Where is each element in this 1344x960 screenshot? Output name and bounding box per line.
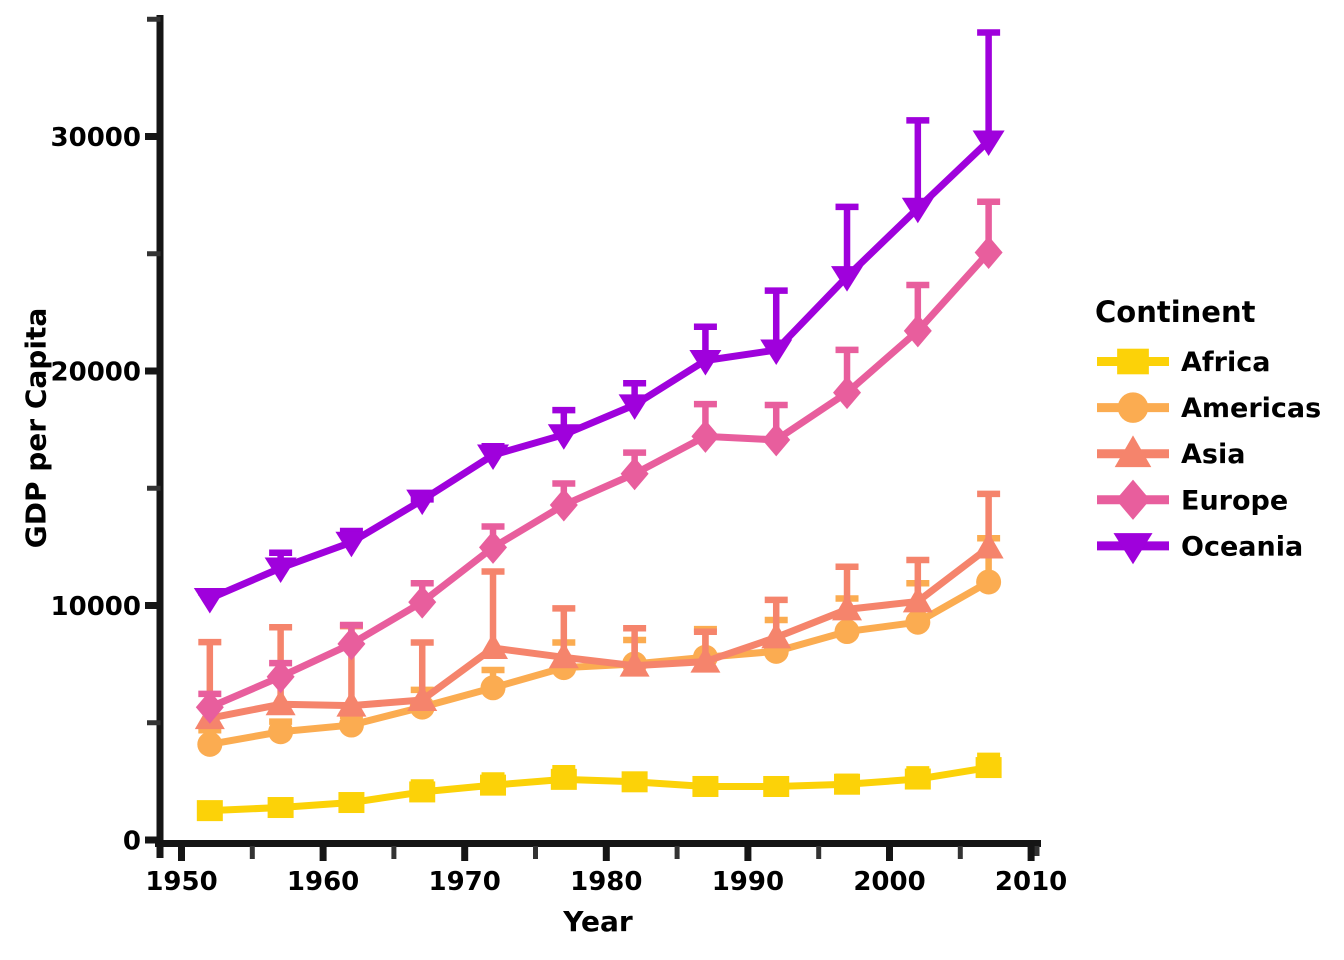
square-marker — [975, 757, 1002, 779]
series-africa — [196, 752, 1002, 822]
x-tick-label: 1950 — [145, 867, 217, 897]
triangle-down-marker — [335, 531, 368, 558]
triangle-up-marker — [407, 684, 438, 711]
circle-marker — [338, 712, 364, 738]
circle-marker — [834, 619, 860, 645]
diamond-marker — [337, 627, 366, 661]
triangle-down-marker — [406, 489, 439, 516]
diamond-marker — [408, 585, 437, 619]
series-oceania — [193, 29, 1005, 614]
square-marker — [267, 797, 294, 819]
series-europe — [195, 198, 1003, 724]
square-marker — [1117, 348, 1149, 375]
diamond-marker — [974, 235, 1003, 269]
legend-entry-americas: Americas — [1097, 392, 1321, 424]
triangle-down-marker — [618, 394, 651, 420]
series-line — [209, 544, 991, 722]
diamond-marker — [691, 419, 720, 453]
series-line — [208, 250, 992, 711]
x-tick-label: 1970 — [429, 867, 501, 897]
square-marker — [763, 775, 790, 797]
x-axis-title: Year — [563, 905, 633, 938]
triangle-down-marker — [193, 588, 226, 614]
square-marker — [904, 768, 931, 790]
x-tick-label: 1990 — [712, 867, 784, 897]
triangle-down-marker — [689, 349, 722, 376]
square-marker — [621, 771, 648, 793]
diamond-marker — [620, 457, 649, 491]
triangle-up-marker — [1114, 435, 1152, 468]
triangle-down-marker — [760, 339, 793, 366]
circle-marker — [976, 569, 1002, 595]
series-americas — [197, 534, 1002, 757]
y-axis-title: GDP per Capita — [19, 307, 53, 549]
x-tick-label: 2000 — [853, 867, 925, 897]
diamond-marker — [833, 376, 862, 410]
y-tick-label: 20000 — [51, 358, 141, 388]
triangle-up-marker — [832, 594, 863, 621]
triangle-down-marker — [264, 557, 297, 584]
legend-title: Continent — [1095, 295, 1256, 329]
legend-label: Oceania — [1181, 531, 1303, 562]
legend-label: Africa — [1181, 347, 1270, 378]
circle-marker — [905, 609, 931, 635]
square-marker — [409, 781, 436, 803]
triangle-up-marker — [478, 633, 509, 660]
triangle-up-marker — [619, 650, 650, 677]
diamond-marker — [762, 423, 791, 457]
triangle-down-marker — [972, 130, 1005, 156]
axes: 0 10000 20000 30000 1950 1960 1970 1980 1990 2000… — [51, 15, 1067, 897]
circle-marker — [197, 731, 223, 757]
square-marker — [338, 792, 365, 814]
circle-marker — [1117, 392, 1149, 423]
x-tick-label: 2010 — [995, 867, 1067, 897]
y-tick-label: 30000 — [51, 123, 141, 153]
legend-entry-europe: Europe — [1097, 479, 1288, 520]
square-marker — [834, 773, 861, 795]
triangle-up-marker — [336, 690, 367, 717]
y-tick-label: 0 — [123, 827, 141, 857]
series-line — [208, 138, 992, 602]
diamond-marker — [549, 488, 578, 522]
triangle-up-marker — [265, 689, 296, 716]
series-asia — [194, 490, 1004, 730]
triangle-up-marker — [761, 622, 792, 649]
circle-marker — [480, 675, 506, 701]
diamond-marker — [479, 530, 508, 564]
triangle-down-marker — [901, 197, 934, 224]
circle-marker — [268, 719, 294, 745]
x-tick-label: 1960 — [287, 867, 359, 897]
legend-entry-oceania: Oceania — [1097, 531, 1303, 565]
triangle-up-marker — [548, 642, 579, 669]
legend-entry-asia: Asia — [1097, 435, 1245, 470]
triangle-down-marker — [547, 424, 580, 450]
legend-label: Europe — [1181, 485, 1288, 516]
square-marker — [692, 775, 719, 797]
diamond-marker — [266, 660, 295, 694]
legend: Africa Americas Asia Europe Oceania — [1097, 347, 1321, 565]
square-marker — [550, 768, 577, 790]
diamond-marker — [1115, 479, 1151, 520]
triangle-up-marker — [690, 646, 721, 673]
square-marker — [196, 800, 223, 822]
triangle-down-marker — [1113, 533, 1153, 565]
y-tick-label: 10000 — [51, 592, 141, 622]
series-line — [209, 764, 990, 815]
triangle-down-marker — [831, 266, 864, 292]
diamond-marker — [903, 314, 932, 348]
triangle-down-marker — [477, 444, 510, 471]
square-marker — [480, 774, 507, 796]
legend-label: Americas — [1181, 393, 1321, 424]
triangle-up-marker — [902, 586, 933, 613]
diamond-marker — [195, 690, 224, 724]
legend-entry-africa: Africa — [1097, 347, 1270, 378]
legend-label: Asia — [1181, 439, 1245, 470]
x-tick-label: 1980 — [570, 867, 642, 897]
triangle-up-marker — [973, 532, 1004, 559]
